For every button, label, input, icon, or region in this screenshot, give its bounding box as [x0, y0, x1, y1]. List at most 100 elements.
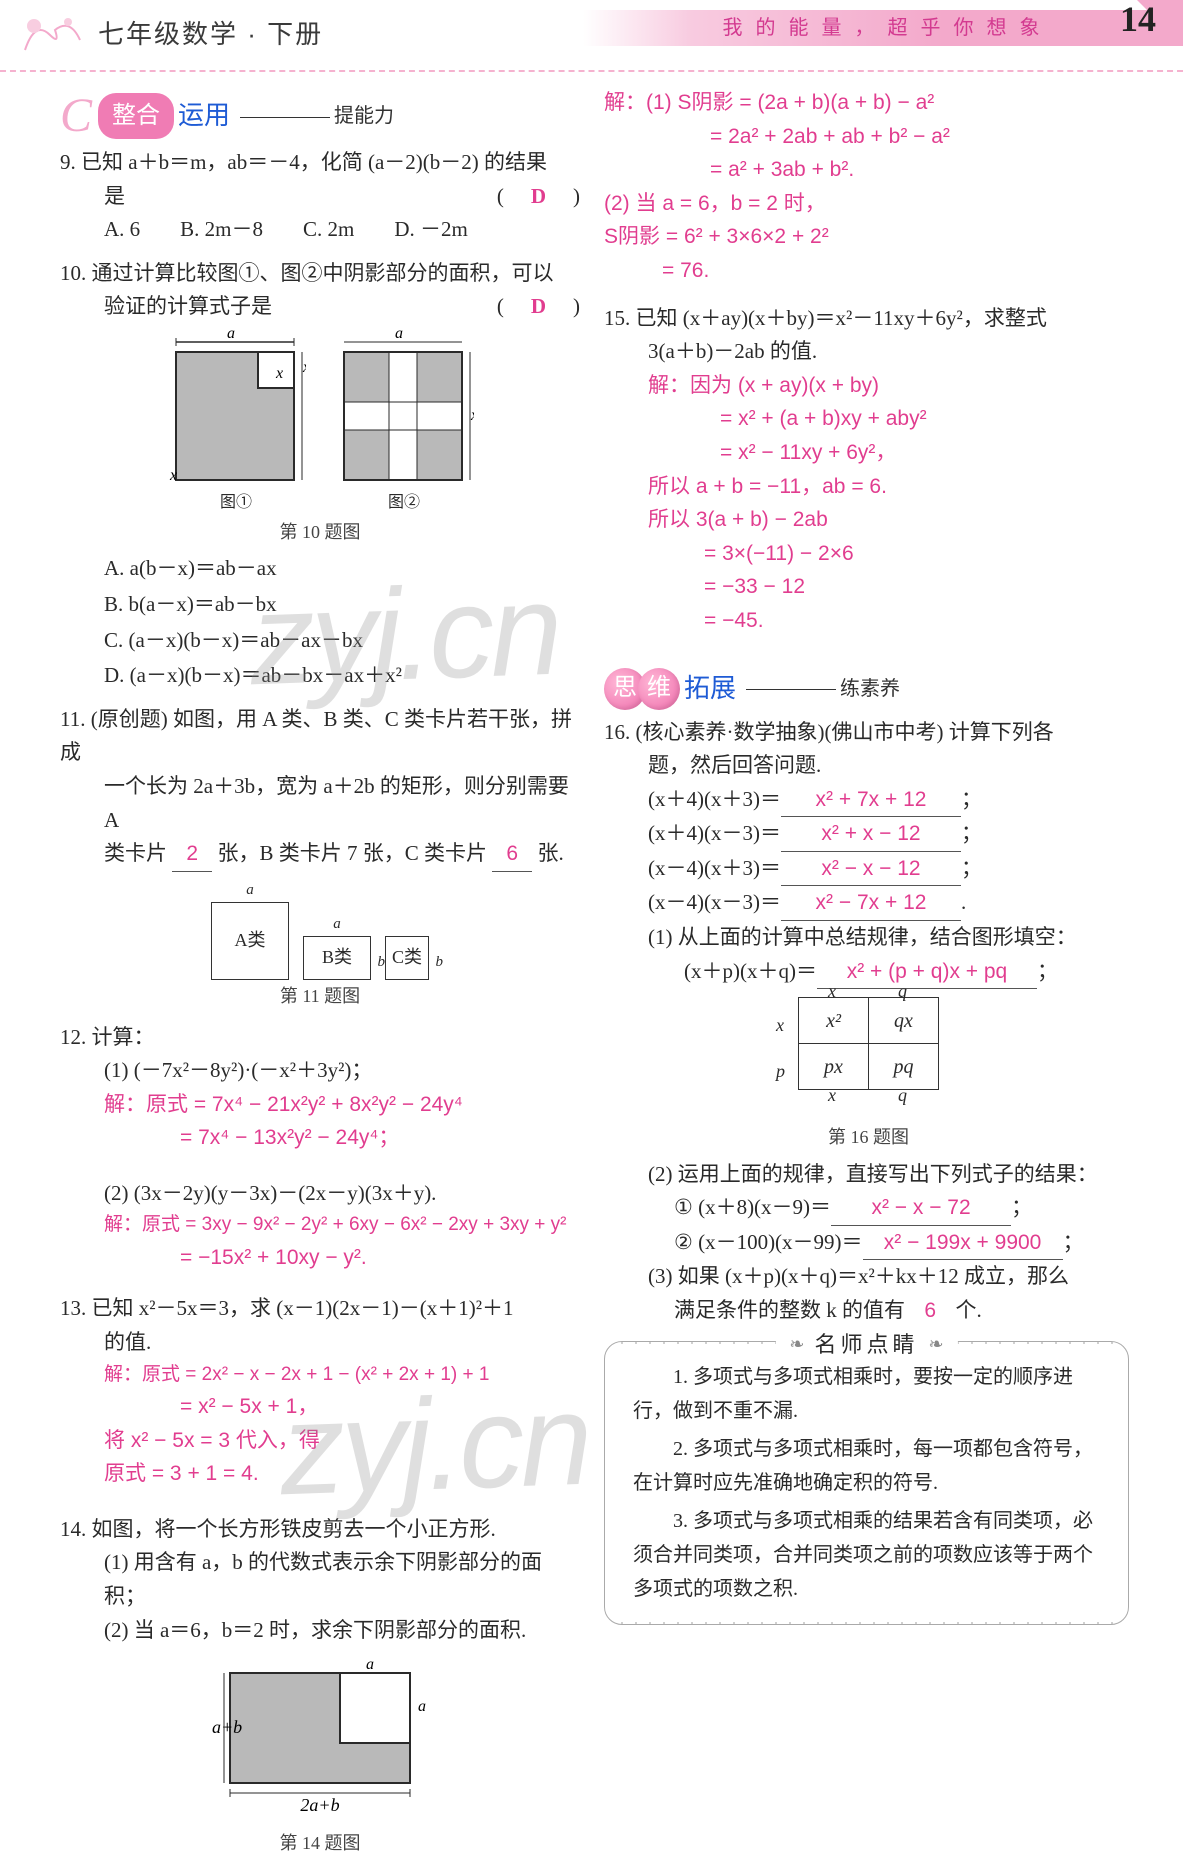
q15-s7: = −33 − 12 [604, 570, 1133, 604]
section-c-header: C 整合 运用 提能力 [60, 92, 580, 140]
svg-text:x: x [302, 359, 306, 376]
q13-l2: 的值. [60, 1326, 580, 1360]
tip-deco-right: ❧ [929, 1329, 944, 1360]
q10-answer-paren: ( D ) [497, 290, 580, 324]
q13-sol3: 将 x² − 5x = 3 代入，得 [60, 1424, 580, 1458]
q12-p1-sol2: = 7x⁴ − 13x²y² − 24y⁴； [60, 1121, 580, 1155]
q9-opt-a: A. 6 [104, 213, 140, 247]
q16-p2a: ① (x＋8)(x－9)＝x² − x − 72； [604, 1191, 1133, 1226]
q16-r4-ans: x² − 7x + 12 [781, 886, 961, 921]
q12-p1: (1) (－7x²－8y²)·(－x²＋3y²)； [60, 1054, 580, 1088]
q11-ans-c: 6 [492, 837, 532, 872]
q16-p3-ans: 6 [910, 1294, 950, 1329]
section-c-blue: 运用 [178, 95, 230, 137]
section-d-blue: 拓展 [684, 668, 736, 710]
q16-p2: (2) 运用上面的规律，直接写出下列式子的结果： [604, 1158, 1133, 1192]
book-title: 七年级数学 · 下册 [98, 14, 323, 56]
figure-14: a+b 2a+b a a [60, 1653, 580, 1823]
fig10-right: a x b 图② [334, 330, 474, 516]
q16-r4: (x－4)(x－3)＝x² − 7x + 12. [604, 886, 1133, 921]
q16-p1-eq: (x＋p)(x＋q)＝x² + (p + q)x + pq； [604, 955, 1133, 990]
q14sol-l3: = a² + 3ab + b². [604, 153, 1133, 187]
q14-l1: 14. 如图，将一个长方形铁皮剪去一个小正方形. [60, 1513, 580, 1547]
q15-s5: 所以 3(a + b) − 2ab [604, 503, 1133, 537]
q16-r2-ans: x² + x − 12 [781, 817, 961, 852]
svg-text:a+b: a+b [212, 1717, 242, 1737]
q16-p2b-ans: x² − 199x + 9900 [863, 1226, 1063, 1261]
q11-l1: 11. (原创题) 如图，用 A 类、B 类、C 类卡片若干张，拼成 [60, 703, 580, 770]
q13-l1: 13. 已知 x²－5x＝3，求 (x－1)(2x－1)－(x＋1)²＋1 [60, 1292, 580, 1326]
q16-r3-ans: x² − x − 12 [781, 852, 961, 887]
tip-title: 名师点睛 [814, 1326, 918, 1363]
svg-text:a: a [366, 1656, 374, 1673]
q9-stem1: 9. 已知 a＋b＝m，ab＝－4，化简 (a－2)(b－2) 的结果 [60, 146, 580, 180]
q10-stem2: 验证的计算式子是 [104, 290, 272, 324]
fig10-left: a x b x x 图① [166, 330, 306, 516]
q12-head: 12. 计算： [60, 1021, 580, 1055]
q16-l1: 16. (核心素养·数学抽象)(佛山市中考) 计算下列各 [604, 716, 1133, 750]
question-10: 10. 通过计算比较图①、图②中阴影部分的面积，可以 验证的计算式子是 ( D … [60, 257, 580, 693]
q9-stem2-row: 是 ( D ) [60, 180, 580, 214]
tip-3: 3. 多项式与多项式相乘的结果若含有同类项，必须合并同类项，合并同类项之前的项数… [633, 1504, 1108, 1606]
question-16: 16. (核心素养·数学抽象)(佛山市中考) 计算下列各 题，然后回答问题. (… [604, 716, 1133, 1329]
fig14-caption: 第 14 题图 [60, 1829, 580, 1858]
q10-opt-d: D. (a－x)(b－x)＝ab－bx－ax＋x² [104, 659, 580, 693]
right-column: 解：(1) S阴影 = (2a + b)(a + b) − a² = 2a² +… [604, 82, 1133, 1868]
q11-l3: 类卡片 2 张，B 类卡片 7 张，C 类卡片 6 张. [60, 837, 580, 872]
section-c-tail: 提能力 [240, 100, 394, 132]
question-12: 12. 计算： (1) (－7x²－8y²)·(－x²＋3y²)； 解：原式 =… [60, 1021, 580, 1275]
q16-r1: (x＋4)(x＋3)＝x² + 7x + 12； [604, 783, 1133, 818]
section-d-header: 思 维 拓展 练素养 [604, 668, 1133, 710]
figure-10: a x b x x 图① [60, 330, 580, 546]
q16-p1: (1) 从上面的计算中总结规律，结合图形填空： [604, 921, 1133, 955]
q10-stem2-row: 验证的计算式子是 ( D ) [60, 290, 580, 324]
q16-r2: (x＋4)(x－3)＝x² + x − 12； [604, 817, 1133, 852]
question-13: 13. 已知 x²－5x＝3，求 (x－1)(2x－1)－(x＋1)²＋1 的值… [60, 1292, 580, 1490]
section-d-tail: 练素养 [746, 673, 900, 705]
tip-deco-left: ❧ [789, 1329, 804, 1360]
left-column: C 整合 运用 提能力 9. 已知 a＋b＝m，ab＝－4，化简 (a－2)(b… [60, 82, 580, 1868]
tip-2: 2. 多项式与多项式相乘时，每一项都包含符号，在计算时应先准确地确定积的符号. [633, 1432, 1108, 1500]
q14-l2: (1) 用含有 a，b 的代数式表示余下阴影部分的面积； [60, 1546, 580, 1613]
header-divider [0, 70, 1183, 72]
fig16-caption: 第 16 题图 [604, 1123, 1133, 1152]
svg-text:a: a [227, 330, 235, 342]
q9-answer-paren: ( D ) [497, 180, 580, 214]
fig10-lbl1: 图① [166, 490, 306, 516]
q15-s3: = x² − 11xy + 6y²， [604, 436, 1133, 470]
tip-box: ❧ 名师点睛 ❧ 1. 多项式与多项式相乘时，要按一定的顺序进行，做到不重不漏.… [604, 1341, 1129, 1625]
q13-sol1: 解：原式 = 2x² − x − 2x + 1 − (x² + 2x + 1) … [60, 1360, 580, 1390]
q15-s4: 所以 a + b = −11，ab = 6. [604, 470, 1133, 504]
q10-opt-c: C. (a－x)(b－x)＝ab－ax－bx [104, 624, 580, 658]
q11-ans-a: 2 [172, 837, 212, 872]
card-b: a B类 b [303, 912, 371, 980]
tip-title-wrap: ❧ 名师点睛 ❧ [775, 1326, 957, 1363]
q10-options: A. a(b－x)＝ab－ax B. b(a－x)＝ab－bx C. (a－x)… [60, 552, 580, 692]
q14-l3: (2) 当 a＝6，b＝2 时，求余下阴影部分的面积. [60, 1614, 580, 1648]
q16-r1-ans: x² + 7x + 12 [781, 783, 961, 818]
q14sol-l2: = 2a² + 2ab + ab + b² − a² [604, 120, 1133, 154]
q16-p3-1: (3) 如果 (x＋p)(x＋q)＝x²＋kx＋12 成立，那么 [604, 1260, 1133, 1294]
q15-s2: = x² + (a + b)xy + aby² [604, 402, 1133, 436]
q10-answer: D [525, 294, 552, 318]
svg-text:x: x [169, 467, 177, 484]
q16-l2: 题，然后回答问题. [604, 749, 1133, 783]
q15-l1: 15. 已知 (x＋ay)(x＋by)＝x²－11xy＋6y²，求整式 [604, 302, 1133, 336]
svg-text:2a+b: 2a+b [300, 1795, 339, 1815]
ring-wei: 维 [638, 668, 680, 710]
svg-text:a: a [418, 1698, 426, 1715]
q15-s8: = −45. [604, 604, 1133, 638]
page-number: 14 [1103, 0, 1173, 55]
q14sol-l6: = 76. [604, 254, 1133, 288]
header-flourish [20, 10, 90, 60]
header-right: 我 的 能 量 ， 超 乎 你 想 象 14 [583, 0, 1183, 55]
q15-l2: 3(a＋b)－2ab 的值. [604, 335, 1133, 369]
tip-1: 1. 多项式与多项式相乘时，要按一定的顺序进行，做到不重不漏. [633, 1360, 1108, 1428]
question-11: 11. (原创题) 如图，用 A 类、B 类、C 类卡片若干张，拼成 一个长为 … [60, 703, 580, 1011]
q9-opt-c: C. 2m [303, 213, 354, 247]
q14sol-l5: S阴影 = 6² + 3×6×2 + 2² [604, 220, 1133, 254]
page-header: 七年级数学 · 下册 我 的 能 量 ， 超 乎 你 想 象 14 [0, 0, 1183, 70]
q16-r3: (x－4)(x＋3)＝x² − x − 12； [604, 852, 1133, 887]
q13-sol4: 原式 = 3 + 1 = 4. [60, 1457, 580, 1491]
q16-p3-2: 满足条件的整数 k 的值有 6 个. [604, 1294, 1133, 1329]
